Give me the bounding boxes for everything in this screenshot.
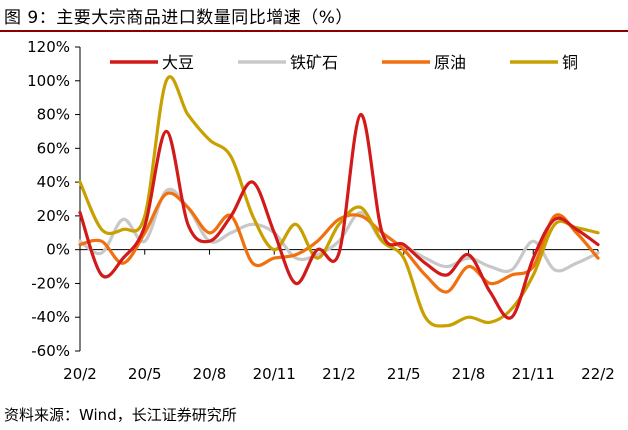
series-line-soybean [78,112,600,320]
legend: 大豆 铁矿石 原油 铜 [110,53,578,72]
x-tick-label: 20/8 [193,365,227,383]
y-tick-label: 120% [27,38,70,56]
y-tick-label: -60% [31,342,70,360]
series-lines [78,75,600,328]
legend-label-copper: 铜 [562,53,578,72]
y-tick-label: -20% [31,274,70,292]
x-tick-label: 21/5 [387,365,421,383]
y-tick-label: 20% [37,207,70,225]
legend-label-iron-ore: 铁矿石 [290,53,338,72]
y-tick-label: 100% [27,72,70,90]
legend-label-crude-oil: 原油 [434,53,466,72]
x-tick-label: 20/2 [63,365,97,383]
title-divider [0,30,628,32]
x-tick-label: 21/11 [512,365,555,383]
y-tick-label: 60% [37,139,70,157]
x-tick-label: 20/11 [253,365,296,383]
series-line-crude-oil [78,191,600,294]
y-tick-label: 80% [37,106,70,124]
source-note: 资料来源：Wind，长江证券研究所 [4,406,237,424]
x-tick-label: 20/5 [128,365,162,383]
y-tick-label: 40% [37,173,70,191]
chart-title: 图 9：主要大宗商品进口数量同比增速（%） [4,8,353,28]
y-tick-label: 0% [46,241,70,259]
x-tick-label: 22/2 [581,365,615,383]
x-tick-label: 21/8 [452,365,486,383]
axes: -60% -40% -20% 0% 20% 40% 60% 80% 100% 120% 20/2 20… [27,38,615,383]
series-line-iron-ore [78,187,600,274]
line-chart: -60% -40% -20% 0% 20% 40% 60% 80% 100% 120% 20/2 20… [27,38,615,383]
series-line-copper [78,75,600,328]
x-tick-label: 21/2 [322,365,356,383]
legend-label-soybean: 大豆 [162,53,194,72]
y-tick-label: -40% [31,308,70,326]
